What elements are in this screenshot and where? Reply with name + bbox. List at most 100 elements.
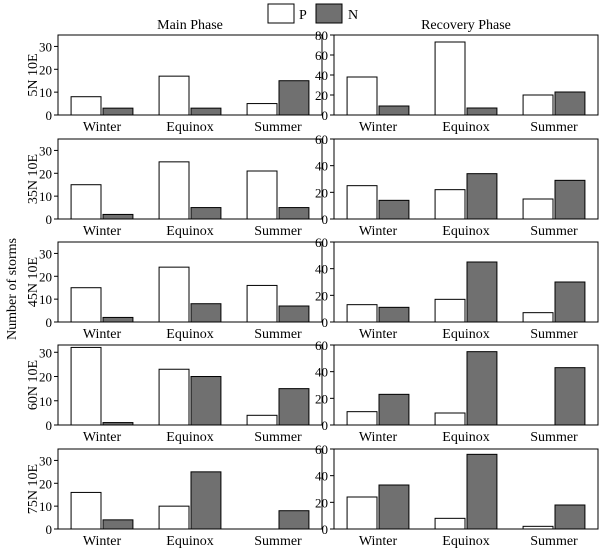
y-tick-label: 0: [46, 108, 53, 123]
bar-n-summer: [554, 179, 586, 220]
bar-n-equinox: [190, 376, 222, 426]
y-tick-label: 30: [39, 345, 52, 360]
x-tick-label: Summer: [254, 224, 302, 239]
bar-n-summer: [278, 80, 310, 116]
x-tick-label: Winter: [83, 534, 122, 549]
x-tick-label: Winter: [83, 327, 122, 342]
x-tick-label: Equinox: [442, 327, 489, 342]
panel-75n-10e-recovery: 0 20 40 60 Winter Equinox Summer: [315, 442, 599, 549]
plot-frame: [333, 344, 599, 426]
plot-frame: [57, 241, 323, 323]
panel-5n-10e-main: 5N 10E 0 10 20 30 Winter Equinox Summer: [26, 34, 323, 135]
plot-frame: [57, 34, 323, 116]
bar-p-summer: [246, 414, 278, 426]
bar-p-summer: [246, 284, 278, 323]
panel-35n-10e-recovery: 0 20 40 60 Winter Equinox Summer: [315, 132, 599, 239]
y-axis-label: Number of storms: [5, 238, 20, 340]
x-tick-label: Equinox: [442, 430, 489, 445]
legend-swatch-p: [267, 3, 295, 24]
legend-label-p: P: [299, 8, 307, 23]
x-tick-label: Winter: [359, 224, 398, 239]
bar-p-equinox: [158, 161, 190, 220]
y-tick-label: 0: [46, 418, 53, 433]
bar-n-summer: [554, 91, 586, 116]
bar-p-winter: [70, 287, 102, 323]
y-tick-label: 60: [315, 442, 328, 457]
bar-p-summer: [246, 170, 278, 220]
x-tick-label: Summer: [530, 327, 578, 342]
bar-p-winter: [70, 96, 102, 116]
x-tick-label: Equinox: [166, 534, 213, 549]
bar-p-winter: [70, 346, 102, 426]
plot-frame: [333, 34, 599, 116]
y-tick-label: 0: [322, 108, 329, 123]
row-label: 5N 10E: [26, 53, 41, 96]
bar-p-equinox: [434, 189, 466, 220]
x-tick-label: Summer: [530, 430, 578, 445]
y-tick-label: 40: [315, 469, 328, 484]
bar-p-winter: [346, 304, 378, 323]
bar-n-equinox: [466, 351, 498, 426]
x-tick-label: Equinox: [442, 534, 489, 549]
y-tick-label: 0: [322, 418, 329, 433]
bar-p-equinox: [158, 75, 190, 116]
bar-n-summer: [278, 207, 310, 220]
y-tick-label: 10: [39, 292, 52, 307]
x-tick-label: Winter: [359, 120, 398, 135]
x-tick-label: Summer: [254, 327, 302, 342]
x-tick-label: Summer: [530, 534, 578, 549]
legend: P N: [267, 3, 358, 24]
bar-n-summer: [554, 504, 586, 530]
bar-n-equinox: [466, 173, 498, 220]
y-tick-label: 20: [315, 391, 328, 406]
x-tick-label: Summer: [530, 224, 578, 239]
y-tick-label: 30: [39, 453, 52, 468]
bar-n-winter: [102, 316, 134, 323]
bar-n-equinox: [190, 107, 222, 116]
bar-p-equinox: [434, 517, 466, 530]
y-tick-label: 10: [39, 189, 52, 204]
y-tick-label: 60: [315, 132, 328, 147]
bar-n-equinox: [190, 207, 222, 220]
y-tick-label: 0: [46, 212, 53, 227]
bar-p-summer: [246, 103, 278, 116]
x-tick-label: Winter: [83, 430, 122, 445]
y-tick-label: 20: [39, 62, 52, 77]
legend-swatch-n: [315, 3, 343, 24]
bar-n-equinox: [466, 107, 498, 116]
y-tick-label: 20: [39, 370, 52, 385]
bar-n-summer: [278, 510, 310, 530]
y-tick-label: 60: [315, 235, 328, 250]
panels: 5N 10E 0 10 20 30 Winter Equinox Summer 0 20 40 60 8…: [26, 28, 599, 549]
bar-p-equinox: [434, 41, 466, 116]
bar-p-winter: [346, 496, 378, 530]
legend-label-n: N: [348, 8, 358, 23]
y-tick-label: 0: [322, 315, 329, 330]
x-tick-label: Equinox: [166, 430, 213, 445]
bar-n-winter: [378, 199, 410, 220]
panel-35n-10e-main: 35N 10E 0 10 20 30 Winter Equinox Summer: [26, 138, 323, 239]
plot-frame: [333, 138, 599, 220]
bar-n-winter: [102, 213, 134, 220]
recovery-phase-title: Recovery Phase: [421, 18, 511, 33]
y-tick-label: 30: [39, 39, 52, 54]
x-tick-label: Equinox: [166, 120, 213, 135]
bar-p-winter: [70, 491, 102, 530]
y-tick-label: 80: [315, 28, 328, 43]
bar-p-equinox: [158, 505, 190, 530]
row-label: 75N 10E: [26, 464, 41, 514]
x-tick-label: Equinox: [166, 224, 213, 239]
bar-n-winter: [378, 393, 410, 426]
y-tick-label: 0: [46, 315, 53, 330]
panel-45n-10e-recovery: 0 20 40 60 Winter Equinox Summer: [315, 235, 599, 342]
bar-n-equinox: [190, 303, 222, 323]
plot-frame: [57, 448, 323, 530]
panel-75n-10e-main: 75N 10E 0 10 20 30 Winter Equinox Summer: [26, 448, 323, 549]
y-tick-label: 20: [315, 495, 328, 510]
bar-p-summer: [522, 198, 554, 220]
x-tick-label: Winter: [83, 120, 122, 135]
y-tick-label: 60: [315, 338, 328, 353]
y-tick-label: 40: [315, 365, 328, 380]
main-phase-title: Main Phase: [157, 18, 223, 33]
panel-60n-10e-recovery: 0 20 40 60 Winter Equinox Summer: [315, 338, 599, 445]
